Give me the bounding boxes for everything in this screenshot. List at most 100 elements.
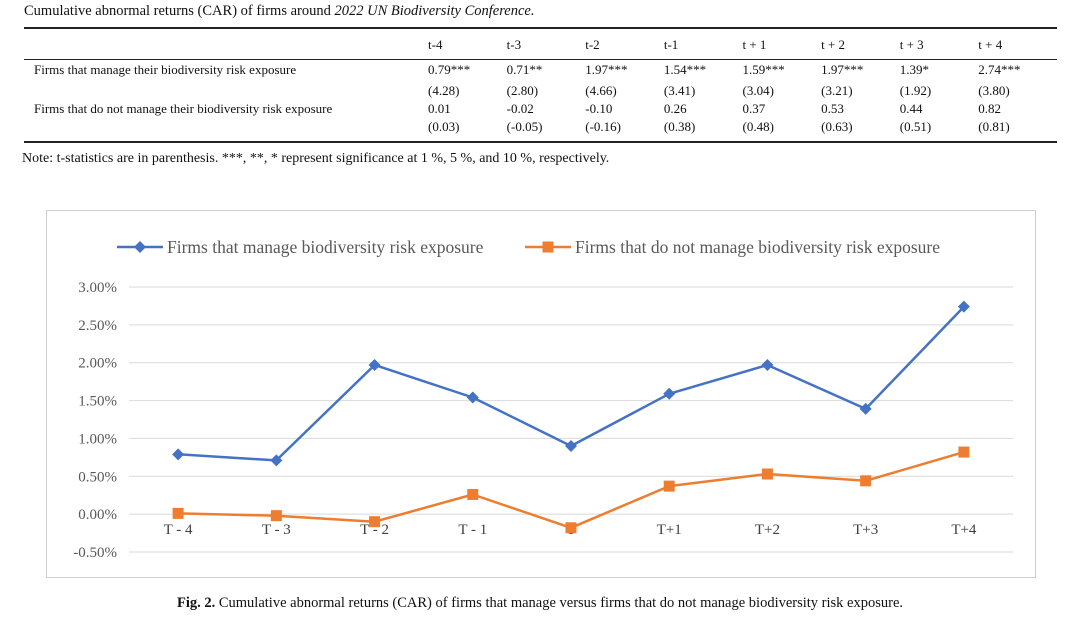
table-cell: (0.48) [742, 119, 774, 134]
row-label: Firms that do not manage their biodivers… [34, 101, 333, 116]
y-tick-label: 1.00% [78, 431, 117, 447]
table-row-manage-tstats: (4.28) (2.80) (4.66) (3.41) (3.04) (3.21… [24, 82, 1057, 100]
x-tick-label: T+2 [755, 522, 780, 538]
table-cell: 1.54*** [663, 62, 707, 77]
figure-caption-label: Fig. 2. [176, 595, 216, 611]
table-cell: 1.97*** [821, 62, 864, 77]
table-cell: (2.80) [506, 83, 539, 98]
data-point-marker [565, 522, 577, 534]
table-cell: (3.41) [663, 83, 696, 98]
table-top-rule [24, 27, 1057, 29]
table-cell: (4.66) [585, 83, 617, 98]
table-cell: 1.97*** [585, 62, 628, 77]
table-cell: 1.59*** [742, 62, 785, 77]
column-header: t-4 [428, 37, 443, 52]
data-point-marker [466, 391, 479, 404]
y-tick-label: 2.50% [78, 318, 117, 334]
column-header: t-3 [506, 37, 522, 52]
series-line [178, 450, 965, 530]
data-point-marker [761, 468, 773, 480]
figure-caption-text: Cumulative abnormal returns (CAR) of fir… [218, 595, 904, 611]
chart-frame: 3.00% 2.50% 2.00% 1.50% 1.00% 0.50% 0.00% -0.50… [46, 210, 1036, 578]
table-note: Note: t-statistics are in parenthesis. *… [22, 151, 610, 166]
table-cell: (0.81) [978, 119, 1010, 134]
table-cell: 2.74*** [978, 62, 1021, 77]
table-row-not-manage-values: Firms that do not manage their biodivers… [24, 100, 1057, 118]
table-header-row: t-4 t-3 t-2 t-1 t + 1 t + 2 t + 3 t + 4 [24, 32, 1057, 58]
table-cell: (3.21) [821, 83, 853, 98]
table-cell: (0.03) [428, 119, 460, 134]
data-point-marker [270, 510, 282, 522]
y-tick-label: 2.00% [78, 356, 117, 372]
x-tick-label: T - 3 [262, 522, 291, 538]
table-cell: -0.10 [585, 101, 613, 116]
table-header-blank [24, 32, 428, 58]
y-tick-label: -0.50% [73, 545, 117, 561]
table-cell: 0.82 [978, 101, 1002, 116]
x-tick-label: T+1 [657, 522, 682, 538]
table-cell: 0.71** [506, 62, 543, 77]
table-cell: (0.38) [663, 119, 696, 134]
data-point-marker [957, 300, 970, 313]
x-tick-label: T+4 [951, 522, 977, 538]
data-point-marker [565, 440, 577, 452]
table-caption: Cumulative abnormal returns (CAR) of fir… [24, 3, 535, 19]
data-point-marker [860, 475, 872, 487]
data-point-marker [663, 387, 676, 400]
column-header: t + 4 [978, 37, 1003, 52]
table-cell: -0.02 [506, 101, 534, 116]
table-cell: (-0.05) [506, 119, 543, 134]
data-point-marker [467, 488, 479, 500]
data-point-marker [368, 358, 381, 371]
table-row-manage-values: Firms that manage their biodiversity ris… [24, 58, 1057, 82]
car-line-chart: 3.00% 2.50% 2.00% 1.50% 1.00% 0.50% 0.00% -0.50… [73, 237, 1013, 561]
table-header-rule [24, 59, 1057, 60]
table-cell: 0.37 [742, 101, 766, 116]
column-header: t + 2 [821, 37, 846, 52]
x-tick-label: T - 2 [360, 522, 389, 538]
y-tick-label: 0.00% [78, 507, 117, 523]
x-tick-label: T - 1 [458, 522, 487, 538]
table-cell: 1.39* [899, 62, 929, 77]
legend-label: Firms that manage biodiversity risk expo… [167, 237, 484, 257]
row-label: Firms that manage their biodiversity ris… [34, 62, 297, 77]
table-cell: 0.53 [821, 101, 844, 116]
series-line [178, 305, 965, 462]
y-tick-label: 3.00% [78, 280, 117, 296]
table-cell: (0.63) [821, 119, 853, 134]
y-tick-label: 1.50% [78, 394, 117, 410]
figure-caption: Fig. 2. Cumulative abnormal returns (CAR… [0, 595, 1080, 612]
data-point-marker [859, 402, 872, 415]
x-tick-label: T+3 [853, 522, 878, 538]
table-bottom-rule [24, 141, 1057, 143]
data-point-marker [663, 480, 675, 492]
y-tick-label: 0.50% [78, 469, 117, 485]
table-cell: 0.01 [428, 101, 451, 116]
table-cell: (-0.16) [585, 119, 621, 134]
column-header: t-1 [663, 37, 679, 52]
table-cell: (1.92) [899, 83, 932, 98]
data-point-marker [172, 448, 185, 461]
table-cell: (0.51) [899, 119, 932, 134]
data-point-marker [761, 358, 774, 371]
table-cell: 0.79*** [428, 62, 471, 77]
column-header: t + 3 [899, 37, 924, 52]
data-point-marker [270, 454, 283, 467]
table-cell: (3.80) [978, 83, 1010, 98]
row-label-blank [24, 82, 428, 100]
column-header: t + 1 [742, 37, 767, 52]
results-table: t-4 t-3 t-2 t-1 t + 1 t + 2 t + 3 t + 4 … [24, 32, 1057, 136]
legend-label: Firms that do not manage biodiversity ri… [575, 237, 940, 257]
legend-marker [134, 241, 146, 253]
column-header: t-2 [585, 37, 600, 52]
table-cell: (3.04) [742, 83, 774, 98]
data-point-marker [172, 507, 184, 519]
legend-marker [542, 241, 554, 253]
table-row-not-manage-tstats: (0.03) (-0.05) (-0.16) (0.38) (0.48) (0.… [24, 118, 1057, 136]
table-cell: (4.28) [428, 83, 460, 98]
data-point-marker [369, 516, 381, 528]
table-cell: 0.44 [899, 101, 923, 116]
x-tick-label: T - 4 [164, 522, 193, 538]
row-label-blank [24, 118, 428, 136]
table-cell: 0.26 [663, 101, 687, 116]
